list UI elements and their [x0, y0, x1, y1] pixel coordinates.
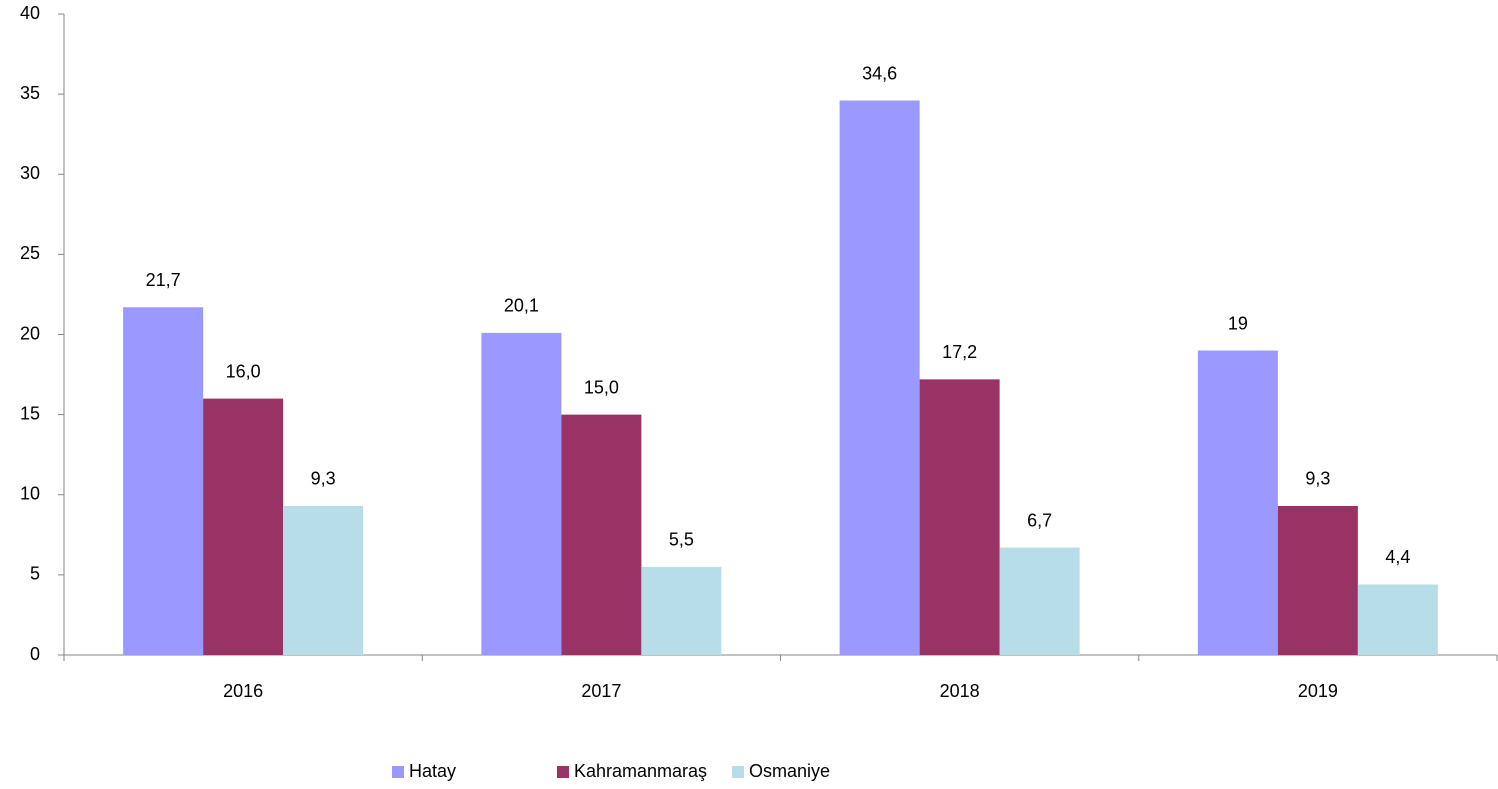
y-tick-label: 0 [30, 644, 40, 664]
x-tick-label: 2018 [940, 681, 980, 701]
y-tick-label: 25 [20, 243, 40, 263]
data-label: 6,7 [1027, 510, 1052, 530]
y-tick-label: 40 [20, 3, 40, 23]
bar [839, 100, 920, 655]
legend-label: Hatay [409, 761, 456, 781]
x-tick-label: 2017 [581, 681, 621, 701]
bar [641, 566, 722, 655]
data-label: 16,0 [226, 361, 261, 381]
bar [1277, 505, 1358, 655]
bar [919, 379, 1000, 655]
bar [1197, 350, 1278, 655]
data-label: 4,4 [1385, 547, 1410, 567]
bar [203, 398, 284, 655]
data-label: 9,3 [311, 469, 336, 489]
bar [481, 332, 562, 655]
bar [123, 307, 204, 655]
bar [999, 547, 1080, 655]
data-label: 15,0 [584, 377, 619, 397]
y-tick-label: 5 [30, 564, 40, 584]
legend-label: Osmaniye [749, 761, 830, 781]
y-tick-label: 30 [20, 163, 40, 183]
legend-swatch [392, 766, 404, 778]
bar [283, 505, 364, 655]
bar [1357, 584, 1438, 655]
data-label: 21,7 [146, 270, 181, 290]
data-label: 17,2 [942, 342, 977, 362]
y-tick-label: 35 [20, 83, 40, 103]
y-tick-label: 20 [20, 323, 40, 343]
data-label: 19 [1228, 313, 1248, 333]
bar [561, 414, 642, 655]
legend-swatch [557, 766, 569, 778]
legend-label: Kahramanmaraş [574, 761, 707, 781]
data-label: 20,1 [504, 296, 539, 316]
y-tick-label: 15 [20, 403, 40, 423]
x-tick-label: 2019 [1298, 681, 1338, 701]
x-tick-label: 2016 [223, 681, 263, 701]
data-label: 9,3 [1305, 469, 1330, 489]
y-tick-label: 10 [20, 484, 40, 504]
data-label: 5,5 [669, 530, 694, 550]
data-label: 34,6 [862, 63, 897, 83]
legend-swatch [732, 766, 744, 778]
